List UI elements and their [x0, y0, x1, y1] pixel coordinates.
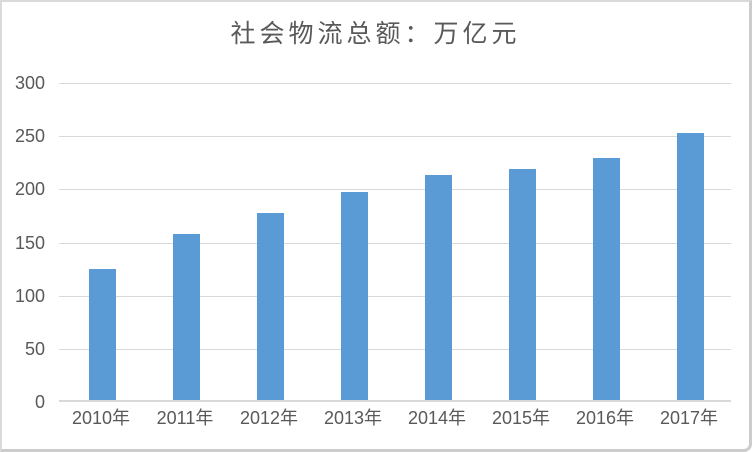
y-tick-label-50: 50	[24, 338, 45, 359]
gridline-250	[59, 136, 731, 138]
y-tick-label-200: 200	[14, 179, 45, 200]
bar-2011年	[172, 233, 200, 400]
y-tick-label-150: 150	[14, 232, 45, 253]
x-tick-label-2012年: 2012年	[239, 408, 299, 428]
bar-2014年	[424, 174, 452, 400]
gridline-100	[59, 295, 731, 297]
x-tick-label-2013年: 2013年	[323, 408, 383, 428]
bar-2010年	[88, 268, 116, 400]
x-tick-label-2016年: 2016年	[575, 408, 635, 428]
bar-2013年	[340, 191, 368, 400]
bar-2016年	[592, 157, 620, 400]
gridline-300	[59, 83, 731, 84]
bar-2012年	[256, 213, 284, 400]
x-axis-line	[59, 400, 731, 402]
gridline-200	[59, 189, 731, 191]
chart-title: 社会物流总额：万亿元	[230, 19, 521, 48]
y-tick-label-100: 100	[14, 285, 45, 306]
gridline-150	[59, 242, 731, 244]
y-tick-label-250: 250	[14, 126, 45, 147]
y-tick-label-0: 0	[34, 392, 45, 412]
x-tick-label-2014年: 2014年	[407, 408, 467, 428]
x-tick-label-2015年: 2015年	[491, 408, 551, 428]
x-tick-label-2017年: 2017年	[659, 408, 719, 428]
x-tick-label-2010年: 2010年	[71, 408, 131, 428]
bar-2017年	[676, 133, 704, 400]
gridline-50	[59, 348, 731, 350]
y-tick-label-300: 300	[14, 73, 45, 93]
x-tick-label-2011年: 2011年	[156, 408, 214, 428]
bar-2015年	[508, 168, 536, 400]
plot-area	[59, 83, 731, 402]
